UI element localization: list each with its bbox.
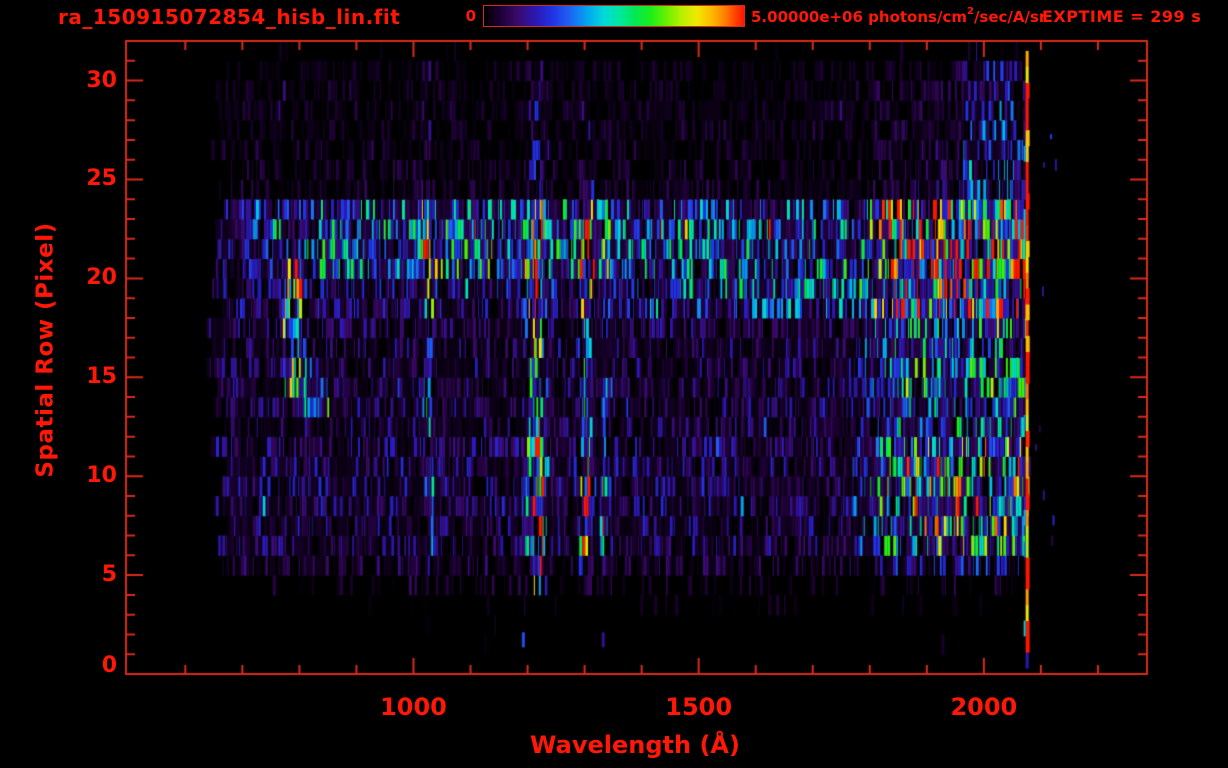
y-tick-label: 30 [86,67,117,93]
colorbar-min-label: 0 [465,7,476,25]
x-tick-label: 1000 [380,693,447,721]
colorbar-max-label: 5.00000e+06 photons/cm2/sec/A/sr [751,6,1047,26]
x-tick-label: 2000 [950,693,1018,721]
y-axis-title: Spatial Row (Pixel) [32,222,59,478]
y-tick-label: 15 [86,364,117,390]
file-title: ra_150915072854_hisb_lin.fit [58,5,401,29]
y-tick-label: 10 [86,463,117,489]
colorbar-max-value: 5.00000e+06 photons/cm [751,8,967,26]
colorbar-max-superscript: 2 [966,6,974,17]
y-tick-label: 20 [86,265,117,291]
x-tick-label: 1500 [665,693,733,721]
y-tick-label: 0 [101,653,117,678]
x-axis-title: Wavelength (Å) [530,731,740,759]
y-tick-label: 5 [101,562,117,588]
y-tick-label: 25 [86,166,117,192]
colorbar-gradient [483,5,745,27]
colorbar-max-units: /sec/A/sr [973,8,1047,26]
exptime-label: EXPTIME = 299 s [1042,7,1202,26]
